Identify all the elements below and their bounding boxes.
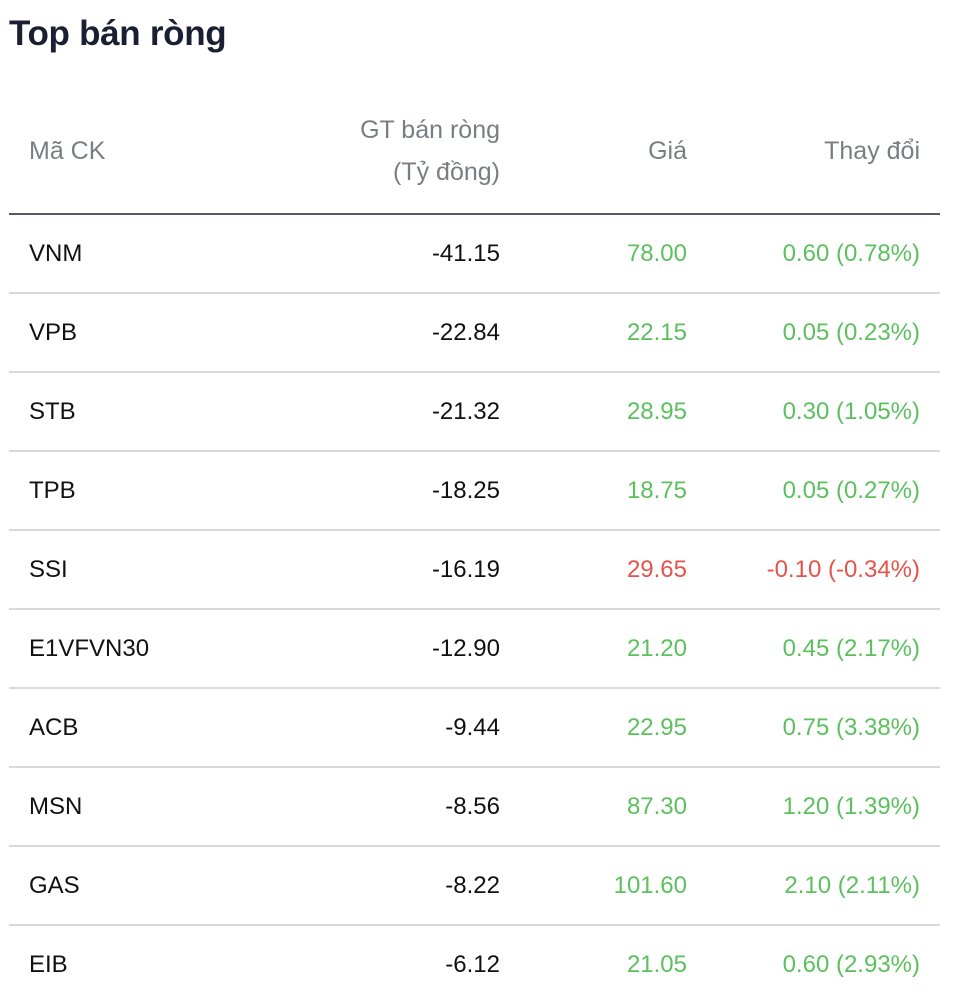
cell-net-sell-value: -8.22	[445, 872, 500, 899]
cell-code[interactable]: STB	[29, 398, 76, 425]
table-row[interactable]: STB -21.32 28.95 0.30 (1.05%)	[9, 373, 940, 452]
table-row[interactable]: ACB -9.44 22.95 0.75 (3.38%)	[9, 689, 940, 768]
table-row[interactable]: EIB -6.12 21.05 0.60 (2.93%)	[9, 926, 940, 1003]
cell-net-sell-value: -18.25	[431, 477, 500, 504]
cell-change: -0.10 (-0.34%)	[766, 556, 920, 583]
cell-code[interactable]: E1VFVN30	[29, 635, 150, 662]
cell-code[interactable]: EIB	[29, 951, 68, 978]
cell-price: 87.30	[626, 793, 687, 820]
cell-code[interactable]: GAS	[29, 872, 80, 899]
cell-change: 0.75 (3.38%)	[782, 714, 920, 741]
table-row[interactable]: GAS -8.22 101.60 2.10 (2.11%)	[9, 847, 940, 926]
table-row[interactable]: SSI -16.19 29.65 -0.10 (-0.34%)	[9, 531, 940, 610]
net-sell-table: Mã CK GT bán ròng (Tỷ đồng) Giá Thay đổi…	[9, 92, 940, 1003]
cell-code[interactable]: VNM	[29, 240, 83, 267]
page-title: Top bán ròng	[9, 14, 227, 53]
cell-net-sell-value: -8.56	[445, 793, 500, 820]
cell-price: 101.60	[613, 872, 687, 899]
cell-price: 28.95	[626, 398, 687, 425]
cell-net-sell-value: -12.90	[431, 635, 500, 662]
cell-price: 29.65	[626, 556, 687, 583]
table-body: VNM -41.15 78.00 0.60 (0.78%) VPB -22.84 22.15…	[9, 215, 940, 1003]
table-row[interactable]: VNM -41.15 78.00 0.60 (0.78%)	[9, 215, 940, 294]
cell-change: 0.60 (2.93%)	[782, 951, 920, 978]
cell-net-sell-value: -22.84	[431, 319, 500, 346]
cell-change: 0.60 (0.78%)	[782, 240, 920, 267]
cell-price: 22.95	[626, 714, 687, 741]
cell-code[interactable]: MSN	[29, 793, 83, 820]
cell-code[interactable]: SSI	[29, 556, 68, 583]
cell-change: 1.20 (1.39%)	[782, 793, 920, 820]
cell-net-sell-value: -9.44	[445, 714, 500, 741]
table-row[interactable]: MSN -8.56 87.30 1.20 (1.39%)	[9, 768, 940, 847]
column-header-change[interactable]: Thay đổi	[824, 137, 920, 165]
cell-net-sell-value: -16.19	[431, 556, 500, 583]
table-header: Mã CK GT bán ròng (Tỷ đồng) Giá Thay đổi	[9, 92, 940, 215]
cell-net-sell-value: -41.15	[431, 240, 500, 267]
cell-code[interactable]: ACB	[29, 714, 79, 741]
cell-price: 21.20	[626, 635, 687, 662]
column-header-price[interactable]: Giá	[648, 137, 687, 165]
cell-price: 22.15	[626, 319, 687, 346]
column-header-net-sell-value-line2: (Tỷ đồng)	[393, 158, 500, 186]
cell-change: 0.30 (1.05%)	[782, 398, 920, 425]
cell-change: 0.45 (2.17%)	[782, 635, 920, 662]
column-header-net-sell-value[interactable]: GT bán ròng (Tỷ đồng)	[360, 109, 500, 193]
cell-code[interactable]: VPB	[29, 319, 78, 346]
column-header-net-sell-value-line1: GT bán ròng	[360, 116, 500, 144]
cell-price: 78.00	[626, 240, 687, 267]
cell-change: 2.10 (2.11%)	[784, 872, 920, 899]
table-row[interactable]: TPB -18.25 18.75 0.05 (0.27%)	[9, 452, 940, 531]
cell-net-sell-value: -6.12	[445, 951, 500, 978]
cell-price: 21.05	[626, 951, 687, 978]
cell-price: 18.75	[626, 477, 687, 504]
table-row[interactable]: E1VFVN30 -12.90 21.20 0.45 (2.17%)	[9, 610, 940, 689]
cell-change: 0.05 (0.27%)	[782, 477, 920, 504]
column-header-code[interactable]: Mã CK	[29, 137, 106, 165]
table-row[interactable]: VPB -22.84 22.15 0.05 (0.23%)	[9, 294, 940, 373]
cell-change: 0.05 (0.23%)	[782, 319, 920, 346]
cell-net-sell-value: -21.32	[431, 398, 500, 425]
cell-code[interactable]: TPB	[29, 477, 76, 504]
